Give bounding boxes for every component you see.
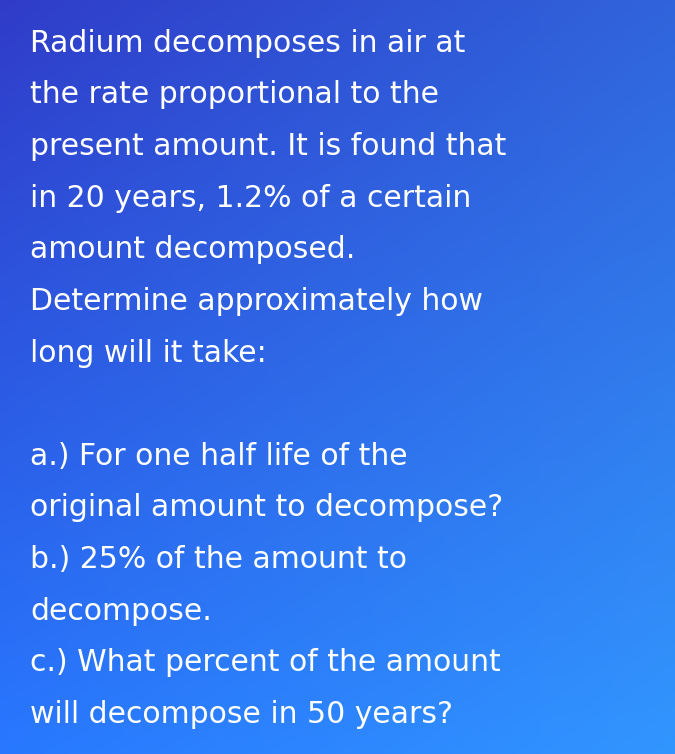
- Text: in 20 years, 1.2% of a certain: in 20 years, 1.2% of a certain: [30, 184, 472, 213]
- Text: b.) 25% of the amount to: b.) 25% of the amount to: [30, 545, 408, 574]
- Text: decompose.: decompose.: [30, 597, 212, 626]
- Text: Determine approximately how: Determine approximately how: [30, 287, 483, 316]
- Text: amount decomposed.: amount decomposed.: [30, 235, 356, 264]
- Text: present amount. It is found that: present amount. It is found that: [30, 132, 507, 161]
- Text: c.) What percent of the amount: c.) What percent of the amount: [30, 648, 501, 677]
- Text: Radium decomposes in air at: Radium decomposes in air at: [30, 29, 466, 57]
- Text: will decompose in 50 years?: will decompose in 50 years?: [30, 700, 454, 729]
- Text: the rate proportional to the: the rate proportional to the: [30, 81, 439, 109]
- Text: long will it take:: long will it take:: [30, 339, 267, 367]
- Text: original amount to decompose?: original amount to decompose?: [30, 494, 504, 523]
- Text: a.) For one half life of the: a.) For one half life of the: [30, 442, 408, 470]
